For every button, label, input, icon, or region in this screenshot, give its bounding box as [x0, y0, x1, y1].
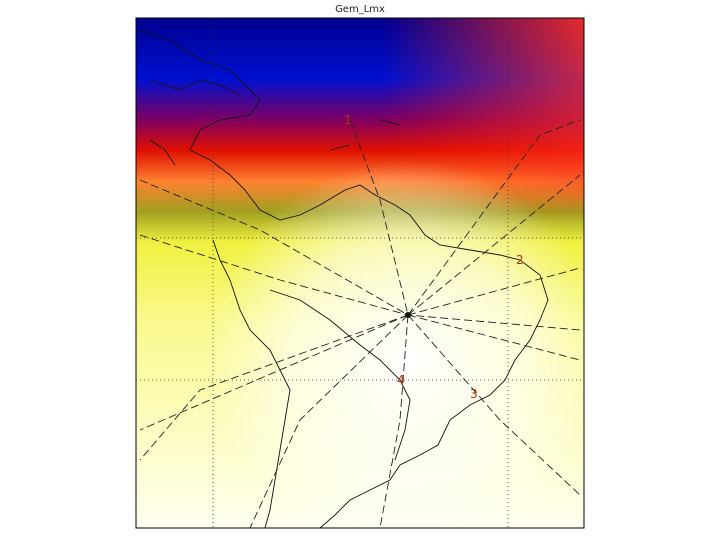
map-frame — [135, 17, 585, 529]
marker-label: 4 — [397, 373, 405, 387]
coastlines — [139, 29, 549, 528]
field-glow — [136, 18, 584, 528]
marker-label: 2 — [516, 253, 524, 267]
markers: 1 2 3 4 — [344, 113, 524, 401]
graticule — [136, 18, 584, 528]
marker-label: 3 — [470, 387, 478, 401]
marker-label: 1 — [344, 113, 352, 127]
map-title: Gem_Lmx — [335, 4, 385, 15]
source-point — [405, 312, 411, 318]
map-area: 1 2 3 4 — [136, 18, 584, 528]
great-circles — [139, 119, 581, 528]
